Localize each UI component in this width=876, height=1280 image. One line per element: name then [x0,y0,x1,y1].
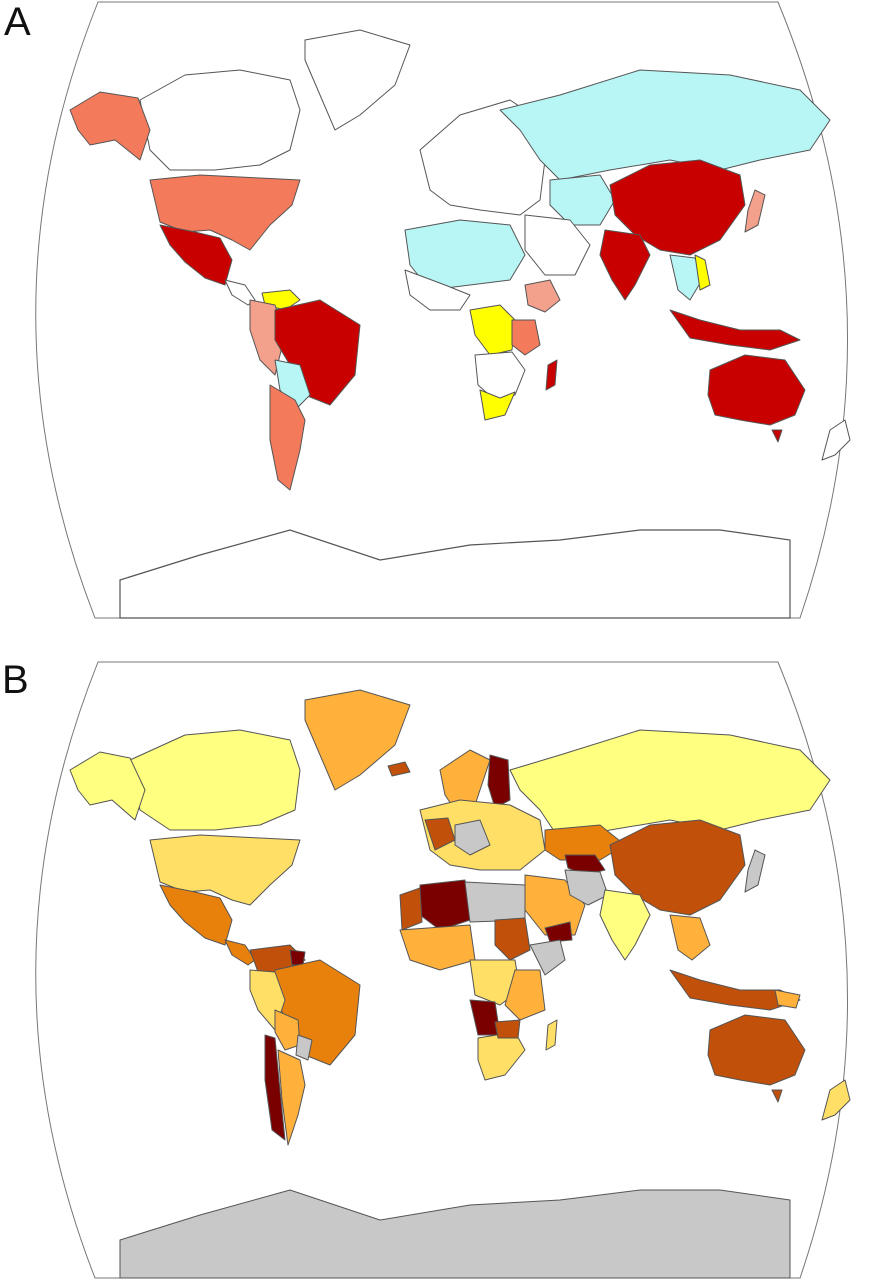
region-argentina [269,384,306,491]
region-antarctica [119,1189,791,1279]
region-japan [744,189,766,233]
region-central-africa [469,304,516,356]
region-libya-egypt [464,881,526,923]
region-japan [744,849,766,893]
region-east-africa [511,319,541,356]
region-new-zealand [821,1079,851,1121]
region-guiana [289,949,306,966]
region-middle-east [524,214,591,276]
region-new-zealand [821,419,851,461]
region-png [774,989,801,1009]
region-greenland [304,689,411,791]
region-southeast-asia [669,914,711,961]
region-australia [707,354,806,426]
region-tasmania [771,1089,783,1103]
region-canada [129,729,301,831]
region-vietnam [694,254,711,291]
region-argentina [277,1049,306,1146]
region-russia [509,729,831,841]
region-india [599,229,651,301]
region-west-africa [399,924,476,971]
region-india [599,889,651,961]
region-bolivia [274,1009,301,1051]
region-indonesia [669,969,801,1011]
region-horn-africa [529,939,566,976]
region-east-africa [504,969,546,1021]
region-brazil [274,299,361,406]
region-morocco [399,887,423,931]
region-antarctica [119,529,791,619]
region-southern-africa [474,351,526,401]
region-southeast-asia [669,254,703,301]
region-kazakhstan [544,824,626,861]
region-tasmania [771,429,783,443]
region-paraguay [295,1034,313,1061]
region-alaska [69,751,146,821]
region-canada [139,69,301,171]
region-alaska [69,91,151,161]
region-central-america [224,939,256,966]
region-europe [419,99,546,216]
region-north-africa [404,219,526,291]
region-chile [264,1034,286,1141]
world-map-a [35,1,851,619]
region-iceland [387,761,411,777]
region-ethiopia [524,279,561,313]
region-eastern-europe [454,819,491,856]
panel-label-b: B [2,658,29,702]
region-madagascar [545,1019,558,1051]
region-indonesia [669,309,801,351]
region-yemen [544,921,573,943]
region-south-africa [479,389,516,421]
region-west-africa [404,269,471,311]
region-china [609,819,746,916]
region-greenland [304,29,411,131]
world-map-b [35,661,851,1279]
region-sudan [494,917,531,961]
region-mexico [159,224,233,286]
region-zambia [494,1019,521,1039]
region-china [609,159,746,256]
region-bolivia [274,359,311,411]
region-iran [564,869,609,906]
region-mexico [159,884,233,946]
region-australia [707,1014,806,1086]
region-central-asia [549,174,616,226]
region-madagascar [545,359,558,391]
panel-label-a: A [4,0,31,44]
region-russia [499,69,831,181]
